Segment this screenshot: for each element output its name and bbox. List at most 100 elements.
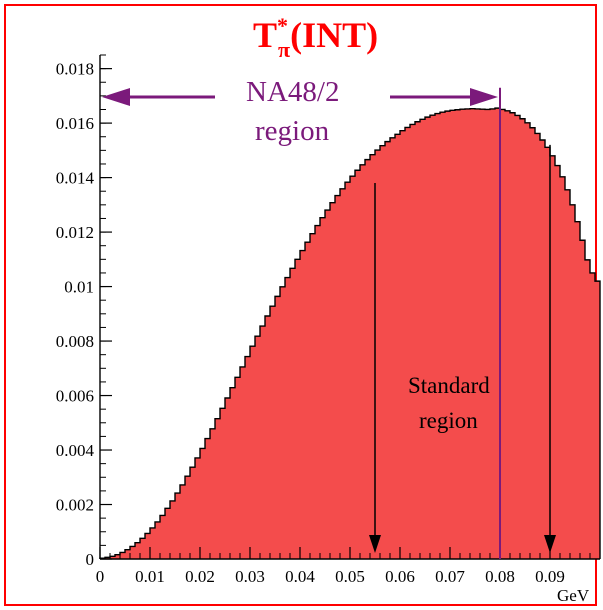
histogram-bin: [180, 484, 186, 559]
histogram-bin: [105, 557, 111, 559]
histogram-bin: [190, 467, 196, 559]
histogram-bin: [355, 170, 361, 559]
histogram-bin: [545, 147, 551, 559]
histogram-bin: [415, 121, 421, 560]
na48-region-annotation: NA48/2 region: [102, 76, 498, 147]
histogram-bin: [255, 336, 261, 559]
na48-label-line1: NA48/2: [246, 76, 339, 108]
x-tick-label: 0.04: [285, 567, 315, 586]
y-tick-label: 0.012: [56, 223, 94, 242]
title-main: T: [253, 15, 277, 55]
histogram-bin: [265, 315, 271, 559]
y-tick-label: 0.016: [56, 114, 94, 133]
x-tick-label: 0.06: [385, 567, 415, 586]
y-tick-label: 0.006: [56, 387, 94, 406]
histogram-bin: [470, 108, 476, 559]
x-tick-label: 0.07: [435, 567, 465, 586]
histogram-bin: [390, 137, 396, 559]
histogram-bin: [430, 115, 436, 559]
histogram-bin: [325, 210, 331, 560]
histogram-bin: [120, 552, 126, 559]
x-tick-label: 0.05: [335, 567, 365, 586]
histogram-bin: [115, 554, 121, 559]
histogram-bin: [290, 268, 296, 559]
histogram-bin: [505, 110, 511, 560]
histogram-bin: [530, 127, 536, 560]
na48-arrowhead-left: [102, 88, 130, 106]
histogram-bin: [350, 176, 356, 560]
y-tick-label: 0: [86, 550, 95, 569]
histogram-bin: [420, 119, 426, 559]
histogram-bin: [425, 117, 431, 559]
histogram-bin: [445, 111, 451, 559]
histogram-bin: [555, 165, 561, 559]
histogram-bin: [200, 448, 206, 559]
y-tick-label: 0.004: [56, 441, 95, 460]
title-rest: (INT): [290, 15, 378, 55]
histogram-bin: [300, 250, 306, 559]
histogram-bin: [395, 134, 401, 559]
histogram-bin: [195, 457, 201, 559]
histogram-bin: [285, 277, 291, 559]
histogram-bin: [560, 176, 566, 560]
histogram-bin: [155, 521, 161, 559]
histogram-bin: [510, 112, 516, 559]
x-tick-label: 0.02: [185, 567, 215, 586]
histogram-bin: [380, 145, 386, 559]
standard-region-annotation: Standard region: [369, 144, 556, 553]
histogram-bin: [205, 438, 211, 559]
histogram-bin: [570, 204, 576, 560]
histogram-bin: [385, 141, 391, 559]
standard-label-line1: Standard: [408, 373, 490, 398]
histogram-bin: [150, 527, 156, 559]
histogram-bin: [275, 296, 281, 559]
x-tick-label: 0: [96, 567, 105, 586]
histogram-bin: [490, 108, 496, 559]
histogram-bin: [240, 366, 246, 559]
y-tick-label: 0.018: [56, 60, 94, 79]
histogram-bin: [480, 109, 486, 559]
histogram-bin: [220, 408, 226, 559]
histogram-bin: [270, 306, 276, 559]
histogram-bin: [135, 542, 141, 559]
histogram-bars: [100, 108, 601, 560]
y-ticks: 0 0.002 0.004 0.006 0.008 0.01 0.012 0.014 0.016…: [56, 54, 112, 569]
histogram-bin: [125, 549, 131, 559]
chart-title: T* π(INT): [253, 13, 378, 62]
histogram-bin: [175, 493, 181, 559]
histogram-bin: [225, 397, 231, 559]
histogram-bin: [165, 508, 171, 559]
histogram-bin: [500, 109, 506, 560]
histogram-bin: [210, 428, 216, 559]
histogram-bin: [250, 346, 256, 559]
title-sub: π: [278, 37, 290, 62]
x-tick-label: 0.09: [535, 567, 565, 586]
histogram-bin: [140, 538, 146, 559]
histogram-bin: [170, 500, 176, 559]
histogram-bin: [575, 221, 581, 560]
histogram-bin: [495, 108, 501, 559]
histogram-bin: [585, 259, 591, 559]
histogram-bin: [280, 286, 286, 559]
histogram-bin: [305, 242, 311, 560]
histogram-bin: [450, 110, 456, 560]
standard-arrowhead-right: [544, 535, 556, 553]
histogram-bin: [375, 150, 381, 559]
y-tick-label: 0.008: [56, 332, 94, 351]
histogram-bin: [520, 118, 526, 559]
histogram-bin: [340, 188, 346, 559]
histogram-bin: [370, 154, 376, 559]
histogram-bin: [345, 182, 351, 559]
x-tick-label: 0.03: [235, 567, 265, 586]
histogram-bin: [185, 476, 191, 559]
histogram-bin: [550, 155, 556, 560]
histogram-bin: [595, 281, 601, 559]
histogram-bin: [580, 240, 586, 559]
histogram-bin: [160, 515, 166, 559]
histogram-bin: [590, 272, 596, 559]
histogram-bin: [130, 546, 136, 559]
histogram-bin: [565, 189, 571, 559]
histogram-bin: [435, 113, 441, 560]
histogram-bin: [465, 108, 471, 559]
